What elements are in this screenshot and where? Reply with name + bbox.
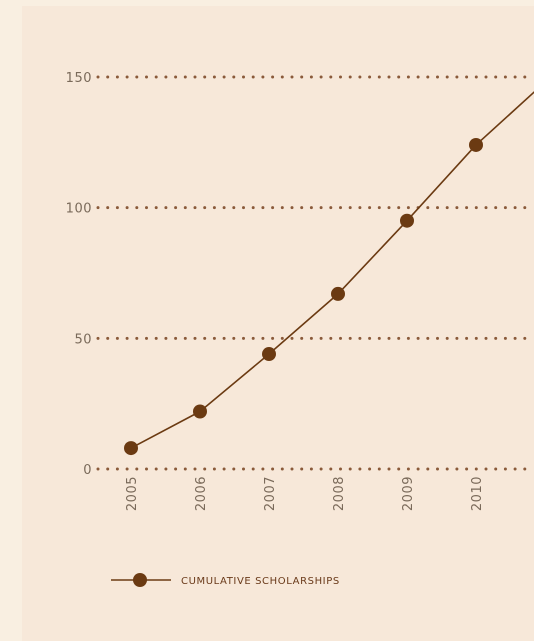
series-line: [130, 91, 534, 449]
y-tick-label-150: 150: [66, 71, 92, 86]
y-tick-label-100: 100: [66, 202, 92, 217]
legend-marker: [133, 573, 147, 587]
x-tick-label-2005: 2005: [125, 476, 140, 511]
data-point-2005: [124, 441, 138, 456]
x-axis-ticks: 2005200620072008200920102011: [125, 476, 485, 511]
x-tick-label-2008: 2008: [332, 476, 347, 511]
series-layer: [124, 91, 534, 456]
data-point-2010: [469, 137, 483, 152]
y-tick-label-50: 50: [74, 332, 92, 347]
x-tick-label-2010: 2010: [470, 476, 485, 511]
legend: CUMULATIVE SCHOLARSHIPS: [111, 573, 340, 587]
data-point-2006: [193, 404, 207, 419]
legend-label: CUMULATIVE SCHOLARSHIPS: [181, 576, 340, 587]
grid-lines: [96, 75, 534, 471]
x-tick-label-2009: 2009: [401, 476, 416, 511]
data-point-2009: [400, 213, 414, 228]
x-tick-label-2007: 2007: [263, 476, 278, 511]
data-point-2008: [331, 286, 345, 301]
chart-panel: [22, 6, 534, 641]
y-tick-label-0: 0: [83, 463, 92, 478]
y-axis-ticks: 0 50 100 150: [66, 71, 92, 478]
data-point-2007: [262, 347, 276, 362]
x-tick-label-2006: 2006: [194, 476, 209, 511]
